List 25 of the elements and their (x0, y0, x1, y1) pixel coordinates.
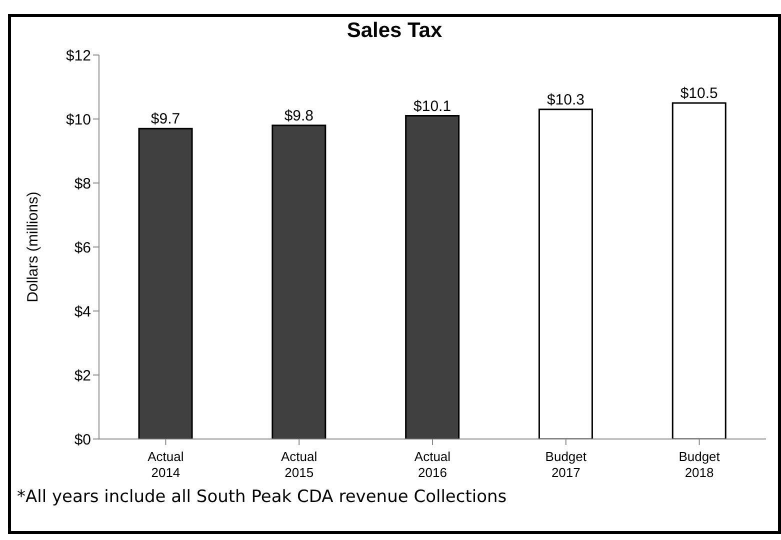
chart-title: Sales Tax (346, 19, 444, 43)
y-tick-label: $4 (74, 303, 91, 320)
data-label: $10.1 (414, 98, 452, 115)
data-label: $9.8 (284, 107, 314, 124)
bar (672, 102, 726, 439)
y-tick-label: $6 (74, 239, 91, 256)
bar (138, 128, 193, 439)
data-label: $9.7 (150, 110, 180, 128)
text: *All years include all South Peak CDA revenue Collections (17, 487, 508, 507)
x-tick-label: Actual 2014 (148, 449, 184, 480)
y-tick-label: $10 (66, 111, 91, 128)
y-tick-label: $2 (74, 367, 91, 384)
x-tick-label: Budget 2018 (678, 449, 720, 480)
bar (272, 124, 326, 439)
y-axis-title: Dollars (millions) (24, 192, 42, 302)
x-tick-label: Actual 2015 (281, 449, 318, 480)
data-label: $10.3 (546, 91, 584, 108)
y-tick-label: $12 (66, 47, 91, 64)
bar (538, 108, 593, 439)
y-tick-label: $0 (74, 431, 91, 448)
x-tick-label: Actual 2016 (414, 449, 451, 480)
x-tick-label: Budget 2017 (545, 449, 587, 480)
bar (405, 115, 460, 439)
y-tick-label: $8 (74, 175, 91, 192)
data-label: $10.5 (680, 85, 718, 102)
